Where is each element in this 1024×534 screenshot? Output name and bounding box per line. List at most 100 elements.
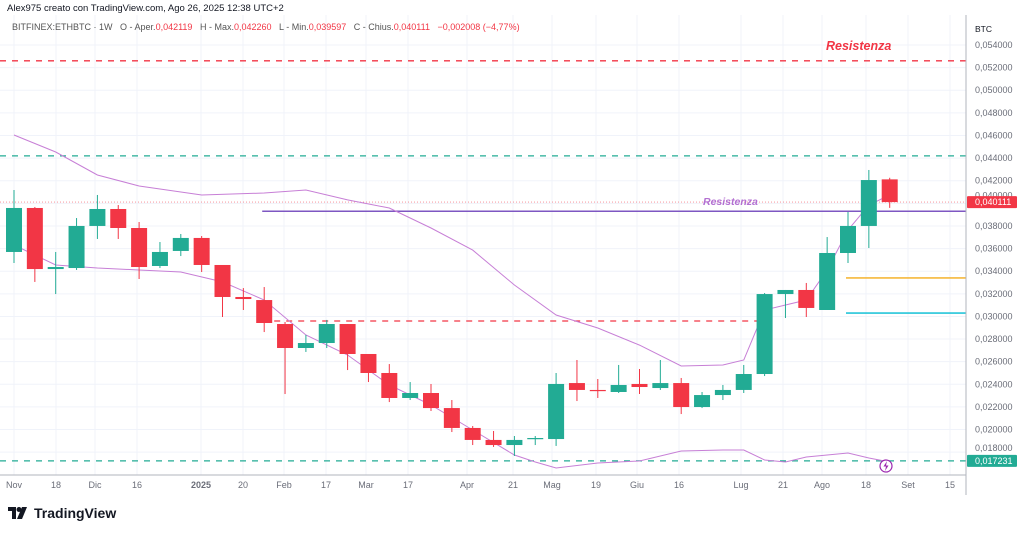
candle-up: [506, 435, 523, 457]
candle-body: [26, 207, 43, 270]
time-tick-label: Giu: [630, 480, 644, 490]
candle-down: [673, 377, 690, 415]
time-tick-label: 16: [674, 480, 684, 490]
candle-up: [151, 242, 168, 269]
candle-body: [235, 296, 252, 300]
candle-body: [568, 383, 585, 390]
price-tick-label: 0,038000: [975, 221, 1013, 231]
high-value: 0,042260: [233, 22, 272, 32]
candle-body: [735, 374, 752, 390]
time-tick-label: 20: [238, 480, 248, 490]
time-tick-label: 17: [321, 480, 331, 490]
change-value: −0,002008 (−4,77%): [437, 22, 520, 32]
time-tick-label: 15: [945, 480, 955, 490]
open-value: 0,042119: [155, 22, 193, 32]
candle-down: [360, 353, 377, 383]
close-label: C - Chius.: [353, 22, 394, 32]
candle-up: [172, 233, 189, 257]
candle-up: [527, 435, 544, 446]
time-tick-label: Dic: [89, 480, 102, 490]
candle-up: [6, 189, 22, 263]
candle-down: [631, 369, 648, 395]
price-tick-label: 0,030000: [975, 311, 1013, 321]
price-tick-label: 0,048000: [975, 108, 1013, 118]
low-label: L - Min.: [279, 22, 309, 32]
candle-body: [402, 393, 419, 398]
candle-up: [47, 251, 64, 295]
candle-up: [68, 218, 85, 270]
candle-body: [694, 395, 711, 408]
close-value: 0,040111: [393, 22, 430, 32]
candle-body: [214, 264, 231, 297]
grid-lines: [0, 15, 966, 475]
candle-down: [589, 378, 606, 398]
price-axis-unit: BTC: [975, 24, 992, 34]
price-tick-label: 0,052000: [975, 63, 1013, 73]
candle-body: [610, 384, 627, 392]
candle-body: [860, 180, 877, 226]
price-tick-label: 0,034000: [975, 266, 1013, 276]
candle-body: [360, 353, 377, 373]
chart-credit: Alex975 creato con TradingView.com, Ago …: [7, 3, 284, 14]
candle-up: [819, 237, 836, 310]
candle-body: [297, 343, 314, 348]
candle-up: [735, 364, 752, 394]
candle-body: [68, 225, 85, 269]
candle-down: [798, 282, 815, 318]
time-tick-label: Nov: [6, 480, 23, 490]
candle-body: [423, 393, 439, 409]
time-tick-label: Lug: [733, 480, 748, 490]
time-tick-label: Ago: [814, 480, 830, 490]
candle-down: [381, 364, 398, 403]
candle-down: [485, 431, 502, 447]
candle-body: [443, 408, 460, 428]
support-price-label: 0,017231: [975, 456, 1013, 466]
candle-body: [652, 383, 669, 389]
candle-body: [6, 207, 22, 252]
tradingview-logo[interactable]: TradingView: [8, 505, 116, 521]
price-axis[interactable]: 0,054000 0,052000 0,050000 0,048000 0,046000…: [975, 40, 1013, 453]
candle-body: [151, 251, 168, 266]
candle-body: [673, 383, 690, 408]
time-tick-label: Feb: [276, 480, 292, 490]
price-tick-label: 0,022000: [975, 402, 1013, 412]
candle-down: [214, 264, 231, 318]
price-tick-label: 0,026000: [975, 357, 1013, 367]
candle-body: [527, 438, 544, 440]
candle-down: [339, 324, 356, 371]
price-tick-label: 0,044000: [975, 153, 1013, 163]
price-tick-label: 0,042000: [975, 176, 1013, 186]
candle-down: [568, 359, 585, 402]
candle-up: [548, 372, 565, 446]
time-tick-label: 16: [132, 480, 142, 490]
candle-body: [131, 227, 148, 268]
candle-up: [840, 212, 856, 263]
candle-body: [714, 389, 731, 396]
candle-up: [318, 319, 335, 348]
candle-body: [256, 300, 273, 323]
symbol-name[interactable]: BITFINEX:ETHBTC · 1W: [12, 22, 113, 32]
time-axis[interactable]: Nov 18 Dic 16 2025 20 Feb 17 Mar 17 Apr 21 Mag 19 Giu 1…: [6, 480, 955, 490]
drawn-horizontal-lines[interactable]: [0, 60, 966, 462]
candle-down: [110, 205, 127, 239]
lightning-icon[interactable]: [879, 459, 893, 473]
candle-up: [610, 364, 627, 394]
resistance-mid-label: Resistenza: [703, 196, 758, 208]
time-tick-label: 21: [508, 480, 518, 490]
last-price-badge: 0,040111: [967, 196, 1017, 209]
candle-up: [89, 194, 106, 239]
price-tick-label: 0,040000: [975, 190, 1013, 200]
candle-body: [881, 179, 898, 203]
time-tick-label: 2025: [191, 480, 211, 490]
candle-down: [277, 321, 294, 395]
candle-down: [131, 222, 148, 280]
resistance-top-label: Resistenza: [826, 39, 891, 53]
candle-body: [464, 427, 481, 440]
candle-body: [89, 208, 106, 226]
price-tick-label: 0,028000: [975, 334, 1013, 344]
price-tick-label: 0,024000: [975, 379, 1013, 389]
time-tick-label: 17: [403, 480, 413, 490]
last-price-label: 0,040111: [975, 197, 1011, 207]
candle-body: [631, 383, 648, 388]
